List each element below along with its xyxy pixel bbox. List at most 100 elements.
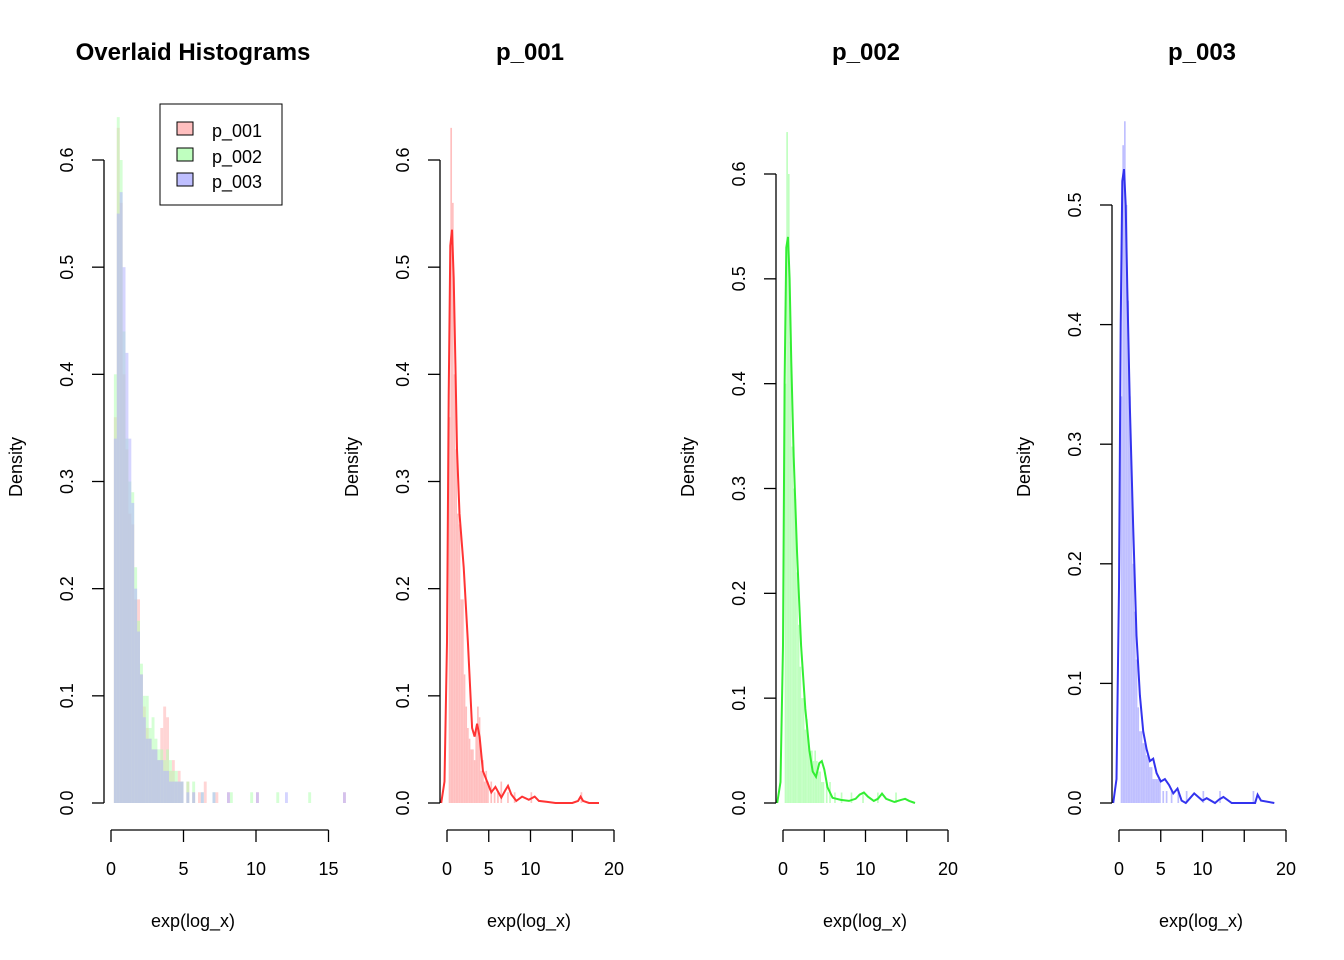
hist-bar <box>458 524 461 803</box>
y-tick-label: 0.1 <box>393 683 413 708</box>
hist-bar <box>787 174 790 803</box>
y-tick-label: 0.1 <box>729 686 749 711</box>
hist-bar <box>163 770 167 803</box>
hist-bar <box>1177 791 1180 803</box>
hist-bar <box>186 792 190 803</box>
panel-overlaid-histograms: Overlaid Histograms Density exp(log_x) p… <box>6 39 346 932</box>
hist-bar <box>452 202 454 803</box>
y-axis: 0.0 0.1 0.2 0.3 0.4 0.5 0.6 <box>729 161 777 816</box>
panel-title: Overlaid Histograms <box>76 39 311 66</box>
x-tick-label: 5 <box>484 859 494 879</box>
hist-bar <box>487 781 489 803</box>
x-tick-label: 5 <box>1156 859 1166 879</box>
y-axis-label: Density <box>1014 437 1034 497</box>
density-line <box>440 229 599 804</box>
hist-bar <box>1135 659 1138 803</box>
hist-bar <box>895 792 897 803</box>
hist-bar <box>485 770 488 803</box>
x-axis: 0 5 10 20 <box>1114 829 1296 879</box>
hist-bar <box>809 750 812 803</box>
x-tick-label: 10 <box>855 859 875 879</box>
hist-bar <box>820 782 823 803</box>
hist-bar <box>192 792 196 803</box>
x-tick-label: 10 <box>246 859 266 879</box>
hist-bar <box>1252 791 1255 803</box>
hist-bar <box>148 738 152 803</box>
hist-bar <box>478 717 481 803</box>
hist-bar <box>1162 791 1165 803</box>
hist-bar <box>802 698 805 803</box>
hist-bar <box>128 438 132 803</box>
hist-bar <box>171 781 175 803</box>
hist-bar <box>801 698 803 803</box>
y-tick-label: 0.0 <box>57 790 77 815</box>
hist-bar <box>816 761 818 803</box>
x-tick-label: 15 <box>318 859 338 879</box>
y-tick-label: 0.6 <box>729 161 749 186</box>
hist-bar <box>1165 791 1168 803</box>
hist-bar <box>1145 755 1148 803</box>
hist-bar <box>343 792 346 803</box>
hist-bar <box>180 781 184 803</box>
x-tick-label: 0 <box>1114 859 1124 879</box>
hist-bar <box>1152 779 1155 803</box>
panel-title: p_003 <box>1168 39 1236 66</box>
hist-bar <box>468 738 471 803</box>
hist-bar <box>212 792 216 803</box>
hist-bars <box>448 127 583 804</box>
hist-bar <box>137 631 140 803</box>
plot-marks <box>113 117 346 804</box>
plot-marks <box>776 132 916 804</box>
hist-bar <box>116 213 120 804</box>
y-tick-label: 0.5 <box>57 255 77 280</box>
hist-bar <box>493 792 496 803</box>
x-axis-label: exp(log_x) <box>823 911 907 932</box>
hist-bar <box>1185 791 1188 803</box>
y-axis-label: Density <box>678 437 698 497</box>
hist-bar <box>229 792 233 803</box>
hist-bar <box>177 781 181 803</box>
hist-bar <box>157 760 161 803</box>
x-tick-label: 10 <box>520 859 540 879</box>
hist-bars <box>784 132 897 804</box>
hist-bar <box>166 770 169 803</box>
hist-bar <box>804 729 807 803</box>
y-tick-label: 0.3 <box>1065 432 1085 457</box>
y-tick-label: 0.2 <box>57 576 77 601</box>
hist-bar <box>822 782 825 803</box>
hist-bar <box>840 792 843 803</box>
hist-bar <box>142 717 146 803</box>
hist-bar <box>455 449 458 803</box>
x-axis-label: exp(log_x) <box>487 911 571 932</box>
hist-bar <box>480 770 483 803</box>
y-tick-label: 0.4 <box>729 371 749 396</box>
hist-bar <box>1149 767 1151 803</box>
hist-bar <box>308 792 312 803</box>
hist-bar <box>500 781 503 803</box>
hist-bar <box>200 792 204 803</box>
hist-bar <box>812 761 815 803</box>
hist-bar <box>215 792 219 803</box>
hist-bar <box>1147 755 1150 803</box>
x-tick-label: 0 <box>442 859 452 879</box>
legend-label-p002: p_002 <box>212 147 262 168</box>
hist-bar <box>134 588 138 803</box>
hist-bar <box>862 792 864 803</box>
hist-bar <box>448 417 451 803</box>
y-tick-label: 0.4 <box>57 362 77 387</box>
hist-bar <box>169 781 172 803</box>
hist-bars <box>1120 121 1255 803</box>
hist-bar <box>151 749 155 803</box>
hist-bar <box>1202 791 1205 803</box>
hist-bar <box>460 599 463 803</box>
hist-bar <box>799 666 802 803</box>
hist-bar <box>125 352 129 803</box>
legend: p_001 p_002 p_003 <box>159 103 283 206</box>
hist-bar <box>145 738 149 803</box>
hist-bar <box>113 438 117 803</box>
hist-bar <box>807 740 810 803</box>
y-tick-label: 0.3 <box>729 476 749 501</box>
hist-bar <box>1142 743 1145 803</box>
hist-bar <box>477 706 479 803</box>
